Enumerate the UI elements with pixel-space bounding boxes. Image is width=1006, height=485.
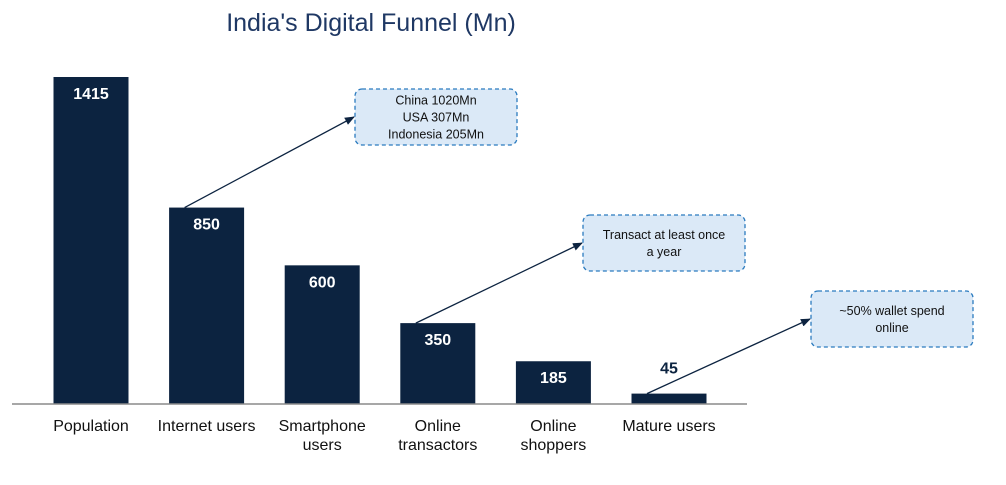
bar-4 [515,361,591,404]
bar-value-label-1: 850 [193,217,220,234]
bar-0 [53,77,129,404]
callout-box-2 [810,290,974,348]
category-label-4: Online shoppers [520,418,586,454]
bar-value-label-2: 600 [309,274,336,291]
callouts-layer: China 1020Mn USA 307Mn Indonesia 205Mn Tran… [184,88,974,395]
callout-arrow-2 [646,318,811,395]
callout-box-0 [354,88,518,146]
bar-2 [284,265,360,404]
bar-value-label-3: 350 [424,332,451,349]
callout-arrow-0 [184,116,355,209]
callout-box-1 [582,214,746,272]
category-label-0: Population [53,418,129,435]
category-label-1: Internet users [158,418,256,435]
bar-1 [169,207,245,404]
callout-text-2: ~50% wallet spend online [839,304,944,335]
bars-layer: 1415 Population 850 Internet users 600 Smartp… [53,77,716,454]
bar-5 [631,393,707,404]
category-label-3: Online transactors [398,418,477,454]
category-label-2: Smartphone users [279,418,366,454]
callout-text-0: China 1020Mn USA 307Mn Indonesia 205Mn [388,94,484,142]
bar-value-label-5: 45 [660,361,678,378]
category-label-5: Mature users [622,418,715,435]
bar-value-label-4: 185 [540,370,567,387]
bar-value-label-0: 1415 [73,86,109,103]
callout-text-1: Transact at least once a year [603,228,726,259]
chart-title: India's Digital Funnel (Mn) [226,9,516,37]
bar-3 [400,323,476,404]
callout-arrow-1 [415,242,583,324]
